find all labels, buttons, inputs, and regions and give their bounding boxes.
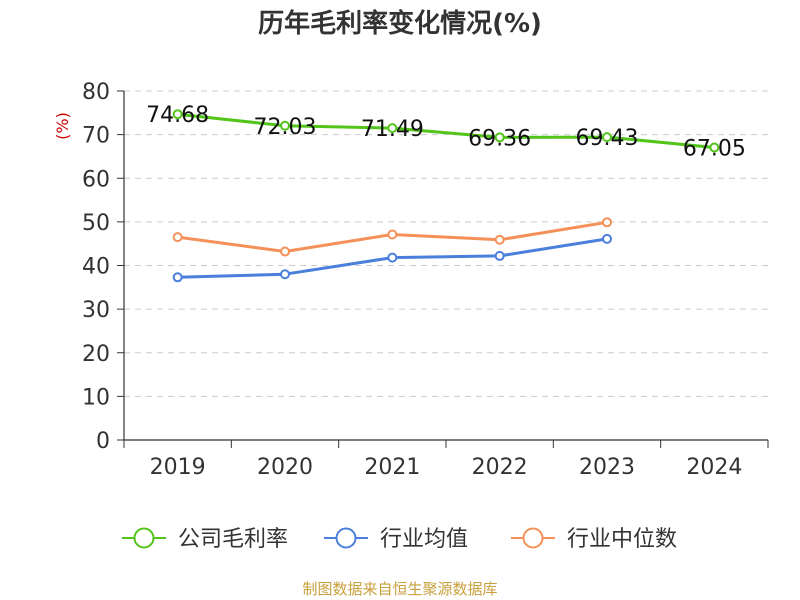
data-point — [280, 120, 290, 131]
series-layer — [172, 109, 720, 283]
chart-title: 历年毛利率变化情况(%) — [258, 8, 542, 39]
x-tick-label: 2023 — [579, 455, 635, 480]
series-1 — [172, 109, 720, 153]
data-point — [602, 132, 612, 143]
data-point — [280, 246, 290, 257]
data-point — [387, 229, 398, 240]
y-axis-label: (%) — [53, 112, 72, 140]
data-point — [494, 132, 505, 143]
legend-label: 行业中位数 — [567, 527, 677, 552]
legend-item: 行业均值 — [324, 527, 468, 552]
data-point — [172, 109, 183, 120]
legend-marker — [133, 527, 155, 549]
data-point — [709, 142, 720, 153]
x-tick-label: 2019 — [150, 455, 206, 480]
y-tick-label: 50 — [82, 211, 110, 236]
data-label: 74.68 — [146, 103, 209, 128]
data-label: 72.03 — [254, 115, 317, 140]
legend-item: 行业中位数 — [511, 527, 677, 552]
data-point — [280, 269, 290, 280]
y-tick-label: 70 — [82, 124, 110, 149]
y-tick-label: 60 — [82, 167, 110, 192]
series-2 — [172, 233, 612, 283]
source-note: 制图数据来自恒生聚源数据库 — [302, 580, 497, 598]
data-point — [602, 233, 612, 244]
legend: 公司毛利率 行业均值 行业中位数 — [122, 527, 677, 552]
data-point — [172, 272, 183, 283]
legend-marker — [522, 527, 544, 549]
data-labels: 74.68 72.03 71.49 69.36 69.43 67.05 — [146, 103, 746, 161]
y-tick-label: 40 — [82, 255, 110, 280]
series-3 — [172, 217, 612, 257]
data-point — [494, 250, 505, 261]
data-point — [387, 252, 398, 263]
y-tick-label: 30 — [82, 298, 110, 323]
data-point — [494, 234, 505, 245]
legend-label: 公司毛利率 — [178, 527, 288, 552]
legend-marker — [335, 527, 357, 549]
y-tick-label: 80 — [82, 80, 110, 105]
data-label: 69.43 — [576, 126, 639, 151]
legend-label: 行业均值 — [380, 527, 468, 552]
data-label: 67.05 — [683, 136, 746, 161]
y-tick-label: 10 — [82, 385, 110, 410]
series-line — [177, 112, 715, 149]
x-tick-label: 2021 — [364, 455, 420, 480]
data-point — [602, 217, 612, 228]
legend-item: 公司毛利率 — [122, 527, 288, 552]
data-point — [387, 123, 398, 134]
x-tick-label: 2020 — [257, 455, 313, 480]
gridlines — [124, 90, 768, 397]
y-tick-label: 0 — [96, 429, 110, 454]
data-label: 71.49 — [361, 117, 424, 142]
axes: 0 10 20 30 40 50 60 70 80 2019 2020 2021 2022 2023 202… — [82, 80, 769, 480]
data-label: 69.36 — [468, 126, 531, 151]
x-tick-label: 2024 — [686, 455, 742, 480]
data-point — [172, 232, 183, 243]
y-tick-label: 20 — [82, 342, 110, 367]
x-tick-label: 2022 — [472, 455, 528, 480]
